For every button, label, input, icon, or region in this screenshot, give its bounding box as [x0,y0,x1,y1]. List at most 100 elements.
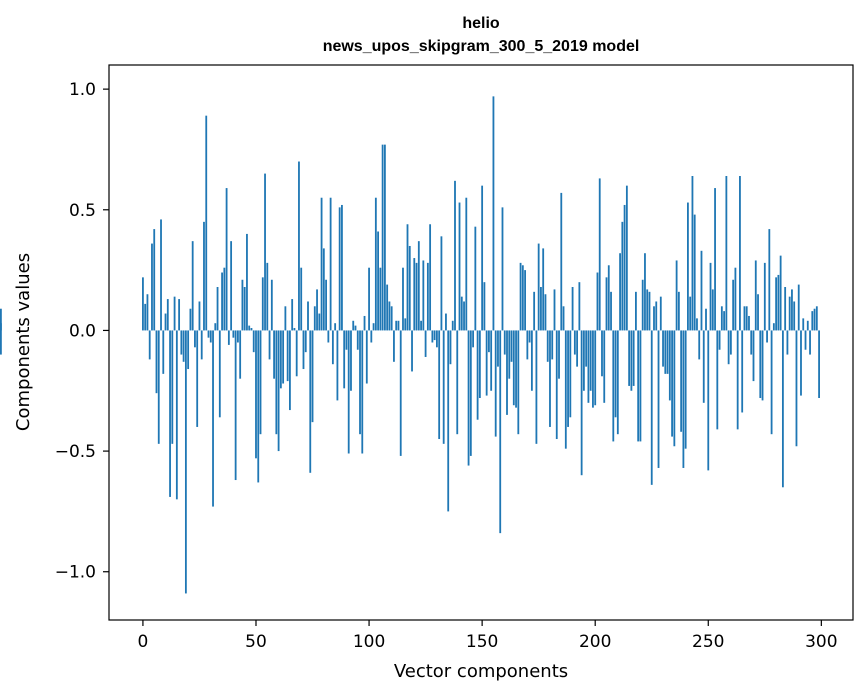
bar [433,330,436,341]
bar [203,221,205,331]
bar [668,330,671,401]
bar [700,250,703,331]
bar [623,204,626,331]
bar [166,299,169,331]
bar [246,233,248,331]
bar [264,173,266,331]
bar [481,185,484,331]
bar [429,224,432,331]
bar [447,330,450,512]
bar [408,245,411,331]
bar [180,330,183,355]
bar [671,330,673,437]
bar [374,197,377,331]
bar [770,330,773,435]
bar [347,330,350,454]
bar [750,330,753,355]
bar [743,306,746,331]
bar [558,330,560,379]
bar [641,279,644,331]
bar [214,323,217,331]
bar [196,330,199,427]
bar [372,323,375,331]
bar [476,330,479,420]
chart-title: helio [462,15,500,32]
bar [650,330,653,485]
bar [298,161,300,331]
bar [784,287,787,331]
bar [603,330,606,403]
bar [338,207,341,331]
bar [693,214,696,331]
bar [415,262,418,331]
bar [343,330,346,389]
bar [406,224,409,331]
bar [519,262,522,331]
bar [723,311,726,331]
bar [779,255,782,331]
bar [576,330,579,367]
bar [257,330,260,483]
bar [151,243,153,331]
bar [734,267,737,331]
y-tick-label: 0.0 [69,321,96,341]
bar [549,330,551,427]
bar [164,313,167,331]
bar [644,253,646,331]
bar [331,330,334,365]
bar [377,231,380,331]
bar [714,188,716,331]
bar [379,267,382,331]
bar [282,330,285,384]
bar [757,294,759,331]
bar [356,330,359,350]
bar [413,258,416,331]
x-tick-label: 200 [579,632,611,652]
bar [497,330,499,367]
bar [727,330,730,365]
bar [499,330,502,534]
bar [207,330,210,338]
bar [503,330,506,355]
bar [732,279,735,331]
bar [368,267,370,331]
bar [404,318,407,331]
bar [313,306,316,331]
bar [655,301,658,331]
bar [431,330,434,343]
bar [0,323,2,331]
bar [551,330,554,360]
bar [761,330,764,401]
bar [252,330,255,353]
bar [169,330,171,497]
bar [682,330,685,468]
bar [696,318,698,331]
bar [768,229,771,331]
bar [675,260,678,331]
bar [741,330,744,413]
bar [521,265,524,331]
bar [162,330,165,374]
bar [227,330,230,345]
x-tick-label: 0 [138,632,149,652]
bar [720,306,723,331]
y-tick-label: −0.5 [55,442,96,462]
bar [144,303,147,331]
bar [478,330,481,398]
bar [795,330,798,447]
bar [417,241,420,331]
bar [791,289,793,331]
y-tick-label: 1.0 [69,80,96,100]
bar [327,330,330,343]
bar [225,188,228,331]
bar [709,262,712,331]
bar [350,330,352,391]
bar [365,330,368,384]
bar [241,279,244,331]
bar [763,262,766,331]
bar [530,330,533,391]
bar [198,301,201,331]
bar [336,330,339,401]
bar [309,330,312,473]
bar [585,330,588,367]
